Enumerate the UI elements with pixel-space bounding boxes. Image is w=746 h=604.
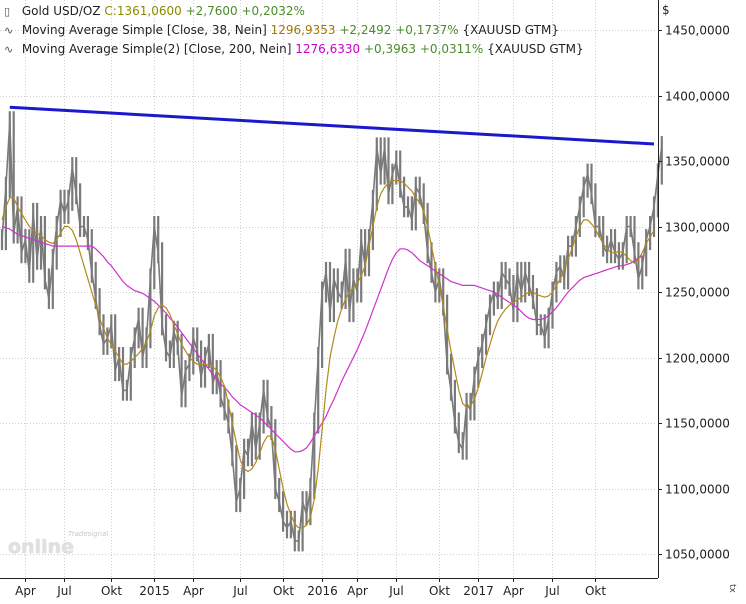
x-tick-label: 2017 xyxy=(463,584,494,598)
legend-ma38-value: 1296,9353 xyxy=(270,23,336,37)
legend-row-price[interactable]: ▯ Gold USD/OZ C:1361,0600 +2,7600 +0,203… xyxy=(4,2,584,21)
x-tick-label: Apr xyxy=(183,584,204,598)
watermark-logo-text: online xyxy=(8,536,75,558)
legend-ma200-pct: +0,0311% xyxy=(419,42,484,56)
watermark-subtitle: Tradesignal xyxy=(68,530,109,538)
resistance-trend-line xyxy=(9,105,655,146)
x-tick-label: 2015 xyxy=(139,584,170,598)
y-tick-label: 1100,0000 xyxy=(665,483,730,497)
y-tick-label: 1350,0000 xyxy=(665,155,730,169)
legend-ma200-symbol: {XAUUSD GTM} xyxy=(487,42,584,56)
y-tick-label: 1250,0000 xyxy=(665,286,730,300)
legend-row-ma200[interactable]: ∿ Moving Average Simple(2) [Close, 200, … xyxy=(4,40,584,59)
x-tick-label: Jul xyxy=(56,584,71,598)
y-tick-label: 1150,0000 xyxy=(665,417,730,431)
line-indicator-icon: ∿ xyxy=(4,43,14,56)
legend-ma38-pct: +0,1737% xyxy=(395,23,459,37)
y-tick-label: 1050,0000 xyxy=(665,548,730,562)
legend-ma200-name: Moving Average Simple(2) [Close, 200, Ne… xyxy=(21,42,292,56)
ma200-line xyxy=(1,225,643,453)
y-tick-label: 1200,0000 xyxy=(665,352,730,366)
y-tick-label: 1300,0000 xyxy=(665,221,730,235)
x-tick-label: Jul xyxy=(232,584,247,598)
legend-ma38-symbol: {XAUUSD GTM} xyxy=(462,23,559,37)
x-tick-label: Okt xyxy=(273,584,294,598)
axis-corner-label: tx xyxy=(727,584,737,594)
currency-label: $ xyxy=(662,3,670,17)
legend-price-name: Gold USD/OZ xyxy=(21,4,101,18)
legend-ma38-name: Moving Average Simple [Close, 38, Nein] xyxy=(21,23,267,37)
x-tick-label: Okt xyxy=(429,584,450,598)
legend-row-ma38[interactable]: ∿ Moving Average Simple [Close, 38, Nein… xyxy=(4,21,584,40)
legend-price-pct: +0,2032% xyxy=(241,4,305,18)
legend-ma38-change: +2,2492 xyxy=(339,23,392,37)
price-close-line xyxy=(1,120,663,542)
x-tick-label: Apr xyxy=(347,584,368,598)
x-tick-label: Okt xyxy=(101,584,122,598)
x-tick-label: 2016 xyxy=(307,584,338,598)
legend-price-close: C:1361,0600 xyxy=(104,4,182,18)
legend: ▯ Gold USD/OZ C:1361,0600 +2,7600 +0,203… xyxy=(4,2,584,59)
y-tick-label: 1400,0000 xyxy=(665,90,730,104)
line-indicator-icon: ∿ xyxy=(4,24,14,37)
legend-price-change: +2,7600 xyxy=(185,4,238,18)
legend-ma200-change: +0,3963 xyxy=(363,42,416,56)
legend-ma200-value: 1276,6330 xyxy=(295,42,361,56)
y-tick-label: 1450,0000 xyxy=(665,24,730,38)
x-tick-label: Jul xyxy=(388,584,403,598)
x-tick-label: Jul xyxy=(544,584,559,598)
ma38-line xyxy=(1,180,655,529)
x-tick-label: Apr xyxy=(15,584,36,598)
x-tick-label: Apr xyxy=(503,584,524,598)
tradesignal-watermark-logo: Tradesignal online xyxy=(8,530,108,558)
candlestick-icon: ▯ xyxy=(4,5,11,18)
x-tick-label: Okt xyxy=(585,584,606,598)
